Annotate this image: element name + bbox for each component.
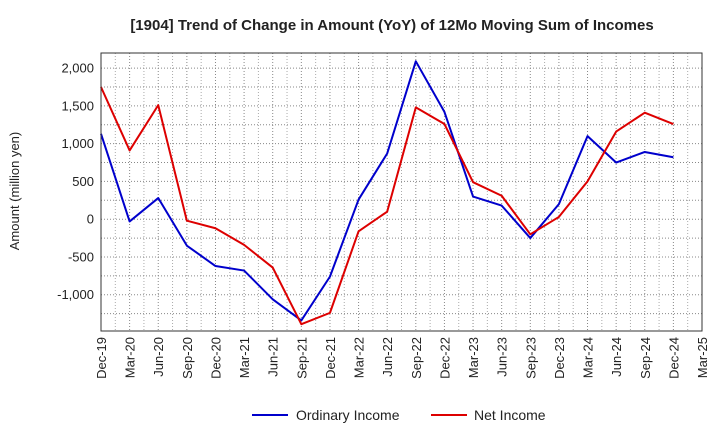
axis-layer: -1,000 -500 0 500 1,000 1,500 2,000 Dec-19 Mar-2… (57, 52, 710, 379)
series-line-ordinary-income (100, 60, 674, 322)
x-tick-label: Sep-22 (409, 337, 424, 379)
x-tick-label: Mar-24 (581, 337, 596, 378)
x-tick-label: Jun-21 (266, 337, 281, 377)
x-tick-label: Jun-22 (380, 337, 395, 377)
x-tick-label: Dec-22 (437, 337, 452, 379)
plot-frame (100, 52, 703, 332)
x-tick-label: Dec-21 (323, 337, 338, 379)
x-tick-label: Jun-24 (609, 337, 624, 377)
x-tick-label: Mar-22 (352, 337, 367, 378)
x-tick-label: Mar-21 (237, 337, 252, 378)
y-tick-label: 1,500 (61, 98, 94, 113)
legend: Ordinary Income Net Income (252, 407, 546, 423)
x-tick-label: Mar-25 (695, 337, 710, 378)
x-tick-label: Dec-23 (552, 337, 567, 379)
y-tick-label: -1,000 (57, 287, 94, 302)
x-tick-label: Jun-20 (151, 337, 166, 377)
grid-layer (100, 53, 703, 331)
y-tick-label: 1,000 (61, 136, 94, 151)
chart-title: [1904] Trend of Change in Amount (YoY) o… (130, 17, 653, 34)
x-tick-label: Dec-20 (208, 337, 223, 379)
x-tick-label: Sep-20 (180, 337, 195, 379)
x-tick-label: Sep-24 (638, 337, 653, 379)
series-layer (100, 60, 674, 326)
x-tick-label: Sep-23 (523, 337, 538, 379)
x-tick-label: Jun-23 (495, 337, 510, 377)
x-tick-label: Dec-19 (94, 337, 109, 379)
y-tick-label: 0 (87, 212, 94, 227)
x-tick-label: Dec-24 (666, 337, 681, 379)
series-line-net-income (100, 86, 674, 326)
x-tick-label: Mar-20 (123, 337, 138, 378)
x-tick-label: Sep-21 (294, 337, 309, 379)
legend-label: Net Income (474, 407, 546, 423)
y-tick-label: 2,000 (61, 61, 94, 76)
y-axis-label: Amount (million yen) (7, 132, 22, 251)
x-tick-label: Mar-23 (466, 337, 481, 378)
y-tick-label: 500 (72, 174, 94, 189)
y-tick-label: -500 (68, 249, 94, 264)
legend-label: Ordinary Income (296, 407, 400, 423)
